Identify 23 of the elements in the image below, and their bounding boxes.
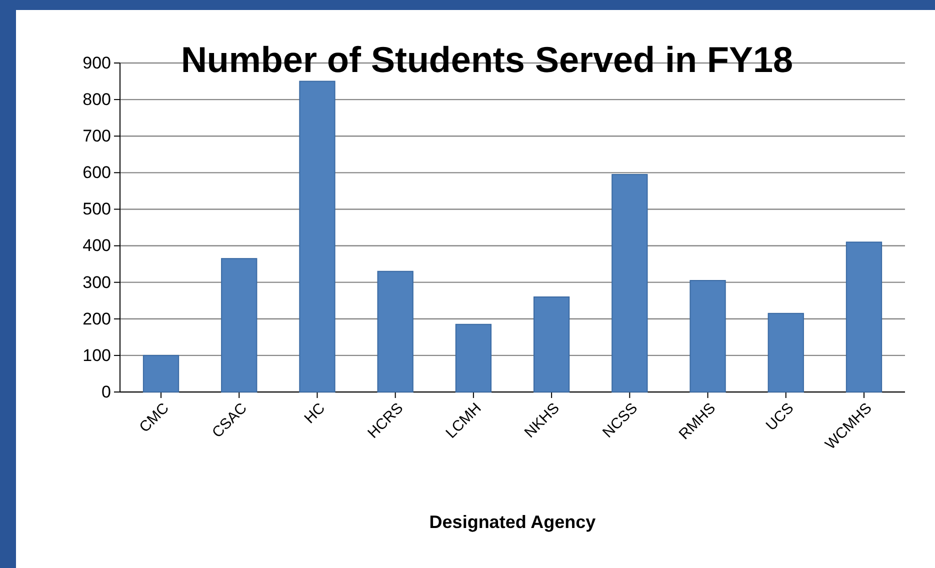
bar (690, 280, 726, 392)
y-tick-label: 500 (82, 200, 111, 219)
y-tick-label: 800 (82, 90, 111, 109)
bar (221, 258, 258, 392)
y-tick-label: 900 (82, 53, 111, 72)
bar (142, 354, 180, 392)
y-tick-label: 400 (82, 236, 111, 256)
y-tick-label: 300 (82, 272, 111, 292)
bar (455, 324, 492, 392)
y-tick-label: 700 (82, 126, 111, 146)
bar (533, 296, 570, 392)
bar (377, 270, 414, 392)
x-tick-label: HC (301, 400, 329, 428)
bar (612, 174, 648, 392)
chart-title: Number of Students Served in FY18 (180, 39, 794, 80)
y-tick-label: 100 (82, 346, 111, 365)
bar (846, 242, 882, 392)
y-tick-label: 200 (82, 309, 111, 328)
bar (299, 80, 336, 392)
y-tick-label: 600 (82, 163, 111, 182)
x-axis-title: Designated Agency (429, 512, 596, 532)
bar (768, 312, 804, 392)
y-tick-label: 0 (102, 382, 111, 402)
